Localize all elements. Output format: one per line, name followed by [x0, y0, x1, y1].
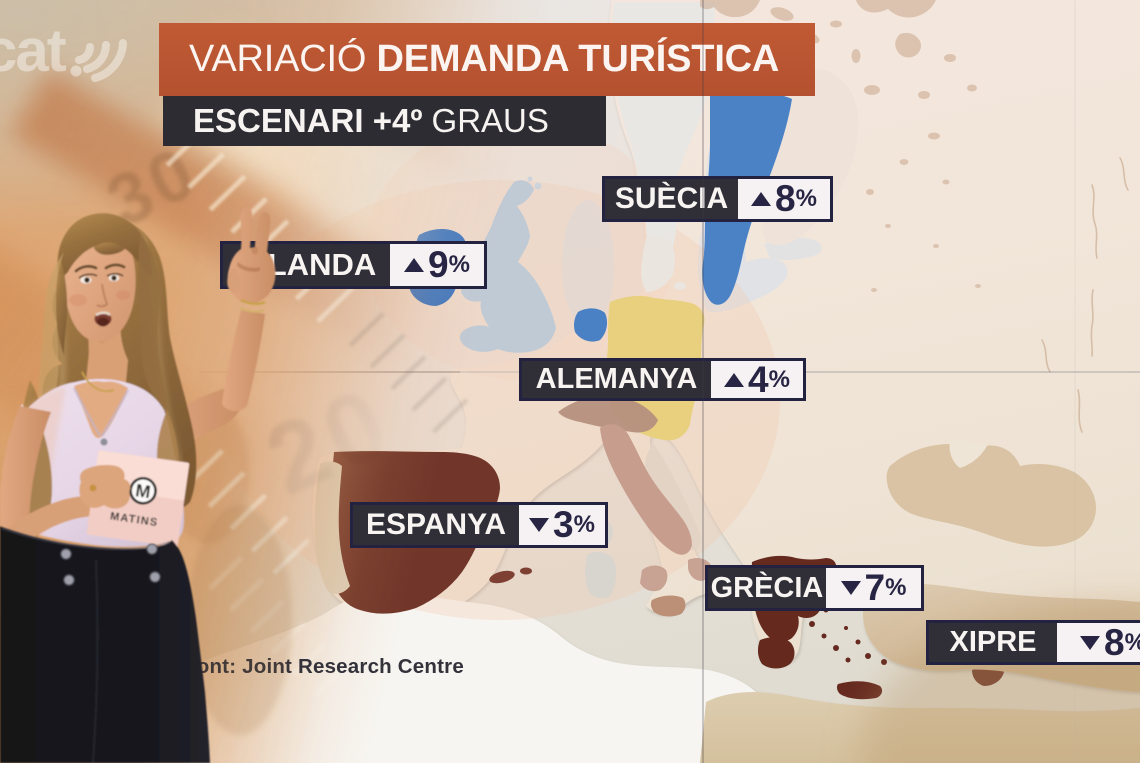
svg-text:M: M [134, 480, 152, 502]
svg-text:cat: cat [0, 17, 67, 84]
